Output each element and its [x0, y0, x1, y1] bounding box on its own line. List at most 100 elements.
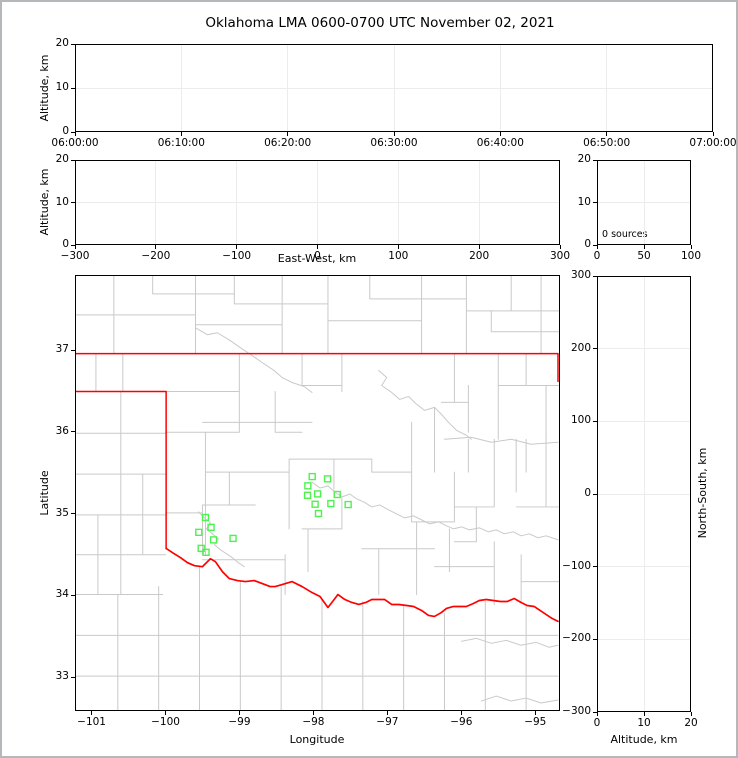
- axis-tick-label: 20: [55, 37, 69, 49]
- axis-tick: [596, 712, 598, 716]
- axis-tick: [559, 245, 561, 249]
- axis-tick-label: −100: [562, 559, 591, 572]
- axis-tick-label: 200: [570, 341, 591, 354]
- axis-tick-label: 06:40:00: [476, 137, 524, 149]
- axis-tick-label: −95: [524, 716, 547, 728]
- axis-tick: [71, 159, 75, 161]
- gridline: [598, 420, 690, 422]
- lma-source-marker: [313, 490, 322, 498]
- lma-source-marker: [229, 534, 237, 543]
- axis-tick-label: −101: [77, 716, 106, 728]
- axis-tick-label: −98: [302, 716, 325, 728]
- lma-source-marker: [323, 475, 332, 483]
- axis-tick: [499, 132, 501, 136]
- axis-tick: [712, 132, 714, 136]
- axis-tick: [534, 711, 536, 715]
- axis-tick-label: 20: [55, 153, 69, 165]
- axis-tick: [397, 245, 399, 249]
- axis-tick: [71, 202, 75, 203]
- lma-source-marker: [311, 500, 319, 508]
- axis-tick: [312, 711, 314, 715]
- axis-tick-label: 300: [549, 250, 571, 262]
- axis-tick-label: 06:50:00: [583, 137, 631, 149]
- axis-tick-label: −100: [222, 250, 252, 262]
- axis-tick: [643, 245, 645, 249]
- axis-tick-label: 200: [469, 250, 490, 262]
- county-borders-texas: [76, 566, 559, 710]
- river-cimarron: [195, 327, 313, 393]
- axis-tick: [71, 87, 75, 89]
- axis-tick: [593, 638, 597, 640]
- axis-tick: [593, 493, 597, 495]
- axis-tick: [155, 245, 157, 249]
- axis-tick-label: 100: [570, 414, 591, 427]
- axis-tick-label: 0: [314, 250, 321, 262]
- county-borders-northeast: [434, 406, 559, 473]
- axis-tick-label: 0: [584, 487, 591, 499]
- axis-tick-label: 35: [55, 506, 69, 519]
- axis-tick-label: 10: [577, 195, 591, 208]
- gridline: [598, 348, 690, 350]
- lma-source-marker: [197, 544, 205, 553]
- axis-tick-label: 06:30:00: [370, 137, 418, 149]
- county-borders-central: [201, 421, 559, 556]
- axis-tick-label: 36: [55, 424, 69, 437]
- axis-tick-label: 06:20:00: [264, 137, 312, 149]
- axis-tick: [180, 132, 182, 136]
- gridline: [598, 638, 690, 640]
- axis-tick-label: 50: [637, 250, 651, 262]
- axis-tick: [643, 712, 645, 716]
- axis-tick: [71, 131, 75, 133]
- axis-tick: [593, 348, 597, 350]
- axis-tick: [593, 159, 597, 161]
- axis-tick: [478, 245, 480, 249]
- axis-tick-label: −300: [562, 705, 591, 717]
- axis-tick-label: −99: [228, 716, 251, 728]
- axis-tick-label: −97: [376, 716, 399, 728]
- axis-tick: [393, 132, 395, 136]
- axis-tick: [596, 245, 598, 249]
- river-southeast: [460, 637, 559, 704]
- axis-tick: [74, 132, 76, 136]
- county-borders-panhandle: [76, 353, 167, 596]
- axis-tick: [690, 245, 692, 249]
- axis-tick-label: 10: [637, 717, 651, 729]
- gridline: [76, 87, 712, 89]
- axis-tick-label: 33: [55, 670, 69, 683]
- axis-tick: [593, 202, 597, 203]
- axis-tick-label: 100: [388, 250, 409, 262]
- lma-source-marker: [314, 509, 323, 518]
- axis-label-altitude-bottom: Altitude, km: [610, 733, 678, 746]
- axis-tick-label: 10: [55, 195, 69, 208]
- axis-tick-label: 20: [577, 153, 591, 165]
- lma-source-marker: [201, 513, 210, 522]
- axis-tick: [287, 132, 289, 136]
- axis-tick-label: 07:00:00: [689, 137, 737, 149]
- river-arkansas: [378, 370, 472, 440]
- axis-label-east-west: East-West, km: [277, 252, 357, 265]
- axis-tick-label: −200: [562, 632, 591, 645]
- axis-tick-label: −300: [60, 250, 90, 262]
- axis-tick: [71, 676, 75, 678]
- oklahoma-county-map: [76, 276, 559, 710]
- river-canadian: [311, 481, 559, 541]
- axis-tick: [593, 566, 597, 568]
- axis-tick: [71, 349, 75, 351]
- axis-tick: [165, 711, 167, 715]
- axis-tick-label: 300: [570, 269, 591, 281]
- axis-tick: [71, 431, 75, 433]
- red-river-border: [165, 547, 559, 623]
- gridline: [598, 566, 690, 568]
- axis-tick: [593, 711, 597, 713]
- axis-tick: [317, 245, 318, 249]
- axis-label-north-south: North-South, km: [696, 447, 709, 539]
- axis-tick: [593, 420, 597, 422]
- axis-tick-label: 06:10:00: [157, 137, 205, 149]
- axis-tick-label: 0: [62, 125, 69, 137]
- county-borders-kansas: [76, 276, 559, 355]
- gridline: [76, 202, 559, 203]
- county-borders-south: [165, 471, 559, 605]
- figure-title: Oklahoma LMA 0600-0700 UTC November 02, …: [205, 15, 555, 31]
- axis-tick-label: 0: [593, 250, 601, 262]
- axis-tick-label: 0: [584, 238, 591, 250]
